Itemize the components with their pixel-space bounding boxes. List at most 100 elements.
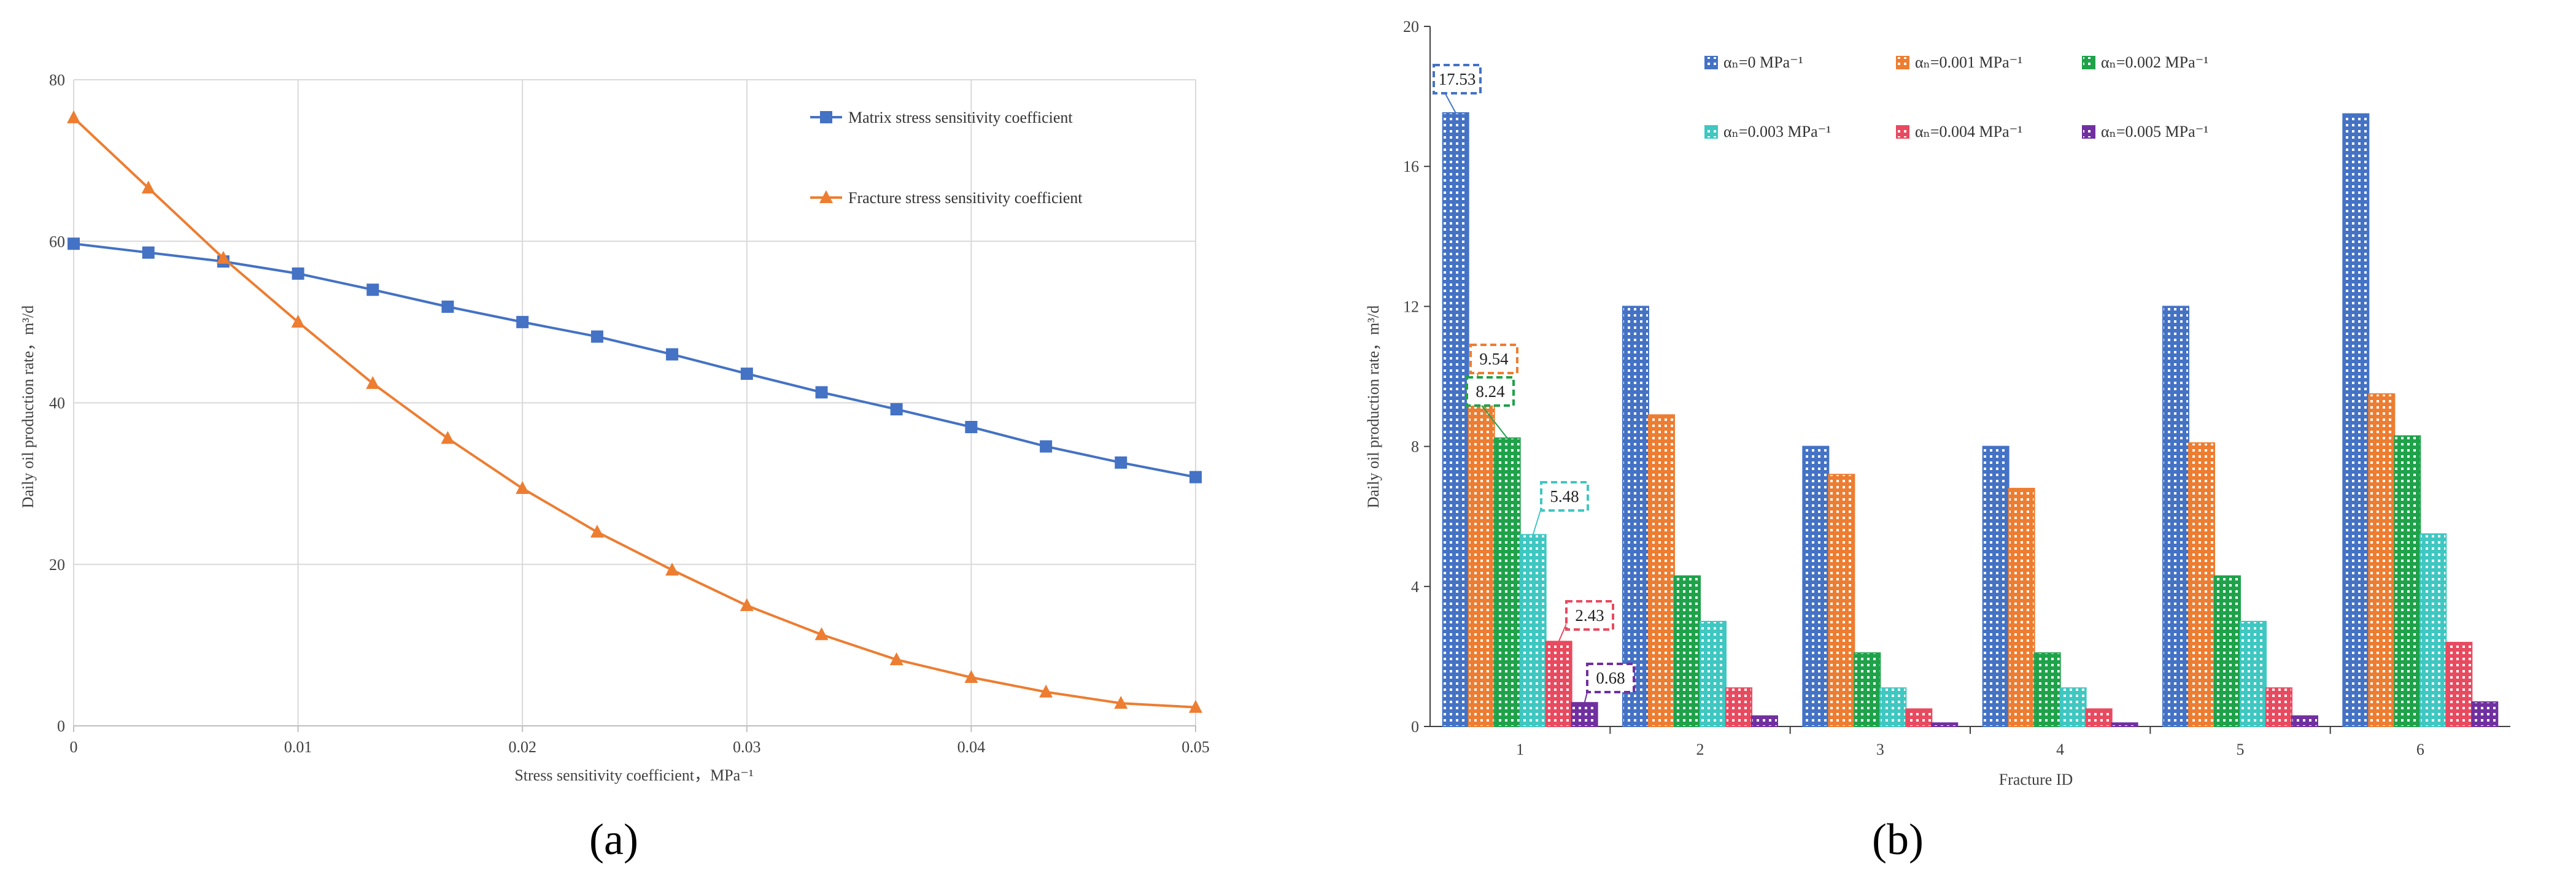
b-bar <box>2265 687 2292 727</box>
b-x-category-label: 6 <box>2416 741 2424 758</box>
b-y-axis-title: Daily oil production rate，m³/d <box>1364 306 1382 509</box>
b-bar <box>1622 306 1649 727</box>
b-legend-swatch <box>1704 56 1718 69</box>
b-annotation-box <box>1540 481 1589 512</box>
a-point-triangle <box>889 652 903 666</box>
b-bar <box>1468 391 1495 727</box>
b-bar <box>1442 112 1469 727</box>
a-series-line-1 <box>72 117 1196 709</box>
a-x-tick-label: 0.04 <box>957 738 986 756</box>
a-point-square <box>740 368 753 380</box>
a-point-square <box>965 420 978 433</box>
b-y-tick-label: 16 <box>1403 158 1419 175</box>
b-bar <box>1674 575 1701 727</box>
b-legend-swatch <box>1896 56 1909 69</box>
b-bar <box>2240 620 2267 727</box>
b-annotation-label: 17.53 <box>1439 70 1476 88</box>
a-point-square <box>1115 456 1127 469</box>
b-bar <box>2368 393 2396 727</box>
b-bar <box>1854 652 1881 727</box>
a-x-tick-label: 0.01 <box>284 738 312 756</box>
a-axes: 0 20 40 60 80 0 0.01 0.02 0.03 0.04 0.05 <box>49 71 1210 756</box>
a-point-square <box>516 315 529 328</box>
b-bar <box>2188 442 2215 728</box>
a-point-triangle <box>665 562 679 576</box>
b-bar <box>2008 488 2035 727</box>
a-point-triangle <box>441 431 455 444</box>
a-point-triangle <box>1189 699 1202 713</box>
a-y-axis-title: Daily oil production rate，m³/d <box>19 306 37 509</box>
a-legend-label: Fracture stress sensitivity coefficient <box>848 189 1083 207</box>
b-y-tick-label: 0 <box>1411 718 1419 736</box>
a-point-square <box>292 267 304 280</box>
a-legend-triangle-marker <box>819 190 833 203</box>
b-bar <box>1802 445 1830 727</box>
b-annotation-label: 0.68 <box>1596 669 1625 687</box>
b-legend-label: αₙ=0.004 MPa⁻¹ <box>1915 123 2022 141</box>
b-x-axis-title: Fracture ID <box>1999 771 2073 788</box>
b-y-tick-label: 4 <box>1411 578 1419 596</box>
b-bar <box>2162 306 2189 727</box>
b-bar <box>1725 687 1752 727</box>
b-bar <box>1571 702 1598 728</box>
b-annotation-label: 5.48 <box>1550 487 1579 506</box>
b-bar <box>1700 620 1727 727</box>
b-x-category-label: 1 <box>1516 741 1524 758</box>
a-point-triangle <box>141 180 155 194</box>
b-bar <box>1931 722 1959 728</box>
a-point-triangle <box>67 110 80 123</box>
b-x-category-label: 2 <box>1696 741 1704 758</box>
a-point-triangle <box>740 598 754 611</box>
b-bar <box>2111 722 2138 728</box>
panel-a-label: (a) <box>589 815 638 864</box>
b-legend-label: αₙ=0.005 MPa⁻¹ <box>2101 123 2208 141</box>
a-y-tick-label: 40 <box>49 395 65 412</box>
a-x-tick-label: 0 <box>70 738 78 756</box>
a-x-tick-label: 0.05 <box>1182 738 1210 756</box>
a-x-axis-title: Stress sensitivity coefficient，MPa⁻¹ <box>514 766 753 784</box>
b-bars <box>1442 112 2499 728</box>
b-y-tick-label: 8 <box>1411 438 1419 456</box>
b-bar <box>2214 575 2241 727</box>
b-bar <box>1751 715 1778 728</box>
b-bar <box>1545 641 1572 728</box>
a-point-square <box>366 283 379 296</box>
b-annotation-label: 8.24 <box>1476 382 1505 401</box>
b-legend-swatch <box>1704 125 1718 139</box>
b-bar <box>2394 435 2421 727</box>
a-point-triangle <box>291 314 305 328</box>
b-annotation-box <box>1469 344 1518 374</box>
a-point-square <box>590 330 603 343</box>
a-point-triangle <box>1039 684 1053 698</box>
b-y-tick-label: 12 <box>1403 298 1419 315</box>
panel-a-line-chart: 0 20 40 60 80 0 0.01 0.02 0.03 0.04 0.05 Matrix st… <box>19 71 1210 784</box>
a-series <box>67 110 1202 713</box>
b-bar <box>1493 437 1521 728</box>
b-x-category-label: 5 <box>2237 741 2245 758</box>
b-bar <box>2471 701 2499 727</box>
a-point-triangle <box>366 376 380 389</box>
a-legend-square-marker <box>820 111 832 123</box>
a-point-square <box>441 300 454 313</box>
a-legend-label: Matrix stress sensitivity coefficient <box>848 109 1073 126</box>
a-point-triangle <box>1114 696 1128 709</box>
b-legend-label: αₙ=0.003 MPa⁻¹ <box>1723 123 1831 141</box>
b-legend-label: αₙ=0 MPa⁻¹ <box>1723 53 1803 71</box>
b-annotation-label: 9.54 <box>1479 350 1509 368</box>
a-y-tick-label: 60 <box>49 233 65 250</box>
b-bar <box>2085 708 2113 727</box>
a-y-tick-label: 80 <box>49 71 65 89</box>
a-point-triangle <box>216 250 230 264</box>
a-point-square <box>815 386 828 399</box>
a-point-square <box>1189 471 1202 483</box>
a-point-triangle <box>590 525 604 538</box>
a-point-square <box>142 246 155 259</box>
panel-b-label: (b) <box>1872 815 1924 864</box>
b-annotation-box <box>1466 376 1515 407</box>
a-point-triangle <box>964 670 978 684</box>
b-bar <box>2419 533 2447 727</box>
b-annotation-box <box>1586 663 1635 693</box>
b-bar <box>1828 474 1855 727</box>
a-point-square <box>890 403 903 416</box>
